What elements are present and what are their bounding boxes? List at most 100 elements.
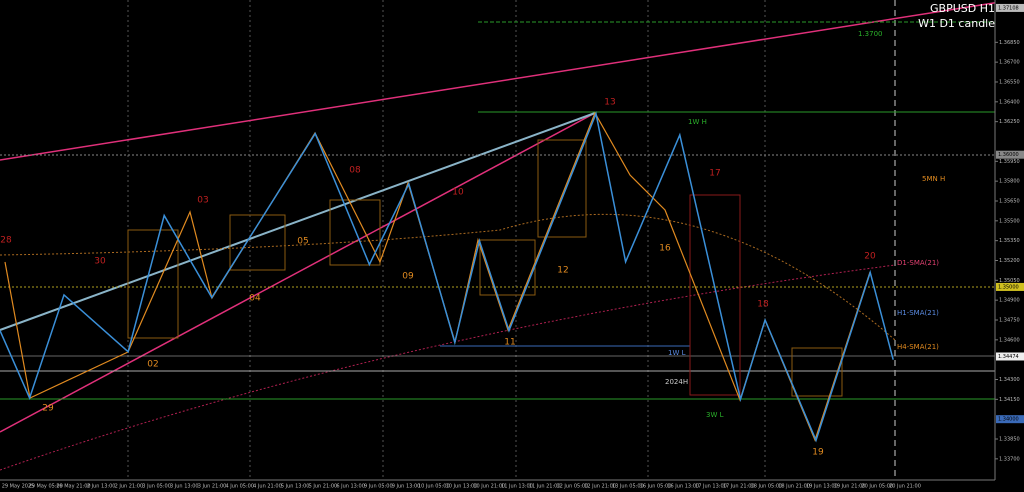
wave-label: 11: [504, 338, 515, 348]
x-tick-label: 19 Jun 13:00: [806, 484, 838, 490]
wave-label: 12: [557, 266, 568, 276]
wave-label: 10: [452, 188, 464, 198]
y-tick-label: 1.36700: [999, 60, 1020, 66]
price-box: [996, 282, 1024, 291]
level-label: 3W L: [706, 411, 724, 419]
x-tick-label: 10 Jun 21:00: [473, 484, 505, 490]
price-line: [0, 111, 894, 443]
wave-label: 17: [709, 169, 720, 179]
y-tick-label: 1.35200: [999, 258, 1020, 264]
sma-line: [0, 213, 896, 341]
y-tick-label: 1.34750: [999, 318, 1020, 324]
price-box-label: 1.37108: [998, 5, 1019, 11]
price-box: [996, 352, 1024, 361]
y-tick-label: 1.33850: [999, 437, 1020, 443]
x-tick-label: 20 Jun 21:00: [889, 484, 921, 490]
x-tick-label: 2 Jun 13:00: [87, 484, 116, 490]
wave-label: 30: [94, 257, 106, 267]
wave-label: 09: [402, 272, 414, 282]
level-label: 1.3700: [858, 30, 883, 38]
subtitle: W1 D1 candle: [918, 17, 995, 30]
wave-label: 16: [659, 244, 671, 254]
y-tick-label: 1.35050: [999, 278, 1020, 284]
wave-label: 20: [864, 252, 876, 262]
price-axis: [995, 0, 1024, 480]
range-boxes: [127, 139, 843, 397]
x-tick-label: 9 Jun 13:00: [392, 484, 421, 490]
x-tick-label: 10 Jun 13:00: [446, 484, 478, 490]
x-tick-label: 17 Jun 21:00: [723, 484, 755, 490]
y-tick-label: 1.34150: [999, 397, 1020, 403]
y-tick-label: 1.34600: [999, 337, 1020, 343]
wave-label: 13: [604, 98, 615, 108]
level-label: H4-SMA(21): [897, 343, 939, 351]
price-box: [996, 3, 1024, 12]
y-tick-label: 1.36550: [999, 79, 1020, 85]
price-box-label: 1.35000: [998, 284, 1019, 290]
x-tick-label: 4 Jun 21:00: [253, 484, 282, 490]
y-tick-label: 1.34900: [999, 298, 1020, 304]
x-tick-label: 4 Jun 05:00: [225, 484, 254, 490]
x-tick-label: 20 Jun 05:00: [861, 484, 893, 490]
symbol-title: GBPUSD H1: [930, 2, 995, 15]
x-tick-label: 3 Jun 21:00: [198, 484, 227, 490]
level-label: 2024H: [665, 378, 688, 386]
price-box: [996, 150, 1024, 159]
price-box-label: 1.34474: [998, 354, 1019, 360]
wave-label: 02: [147, 360, 158, 370]
trend-line: [0, 112, 596, 331]
price-box-label: 1.36000: [998, 152, 1019, 158]
x-tick-label: 19 Jun 21:00: [834, 484, 866, 490]
x-tick-label: 12 Jun 05:00: [556, 484, 588, 490]
level-label: 5MN H: [922, 175, 945, 183]
x-tick-label: 11 Jun 21:00: [529, 484, 561, 490]
y-tick-label: 1.33700: [999, 456, 1020, 462]
x-tick-label: 5 Jun 21:00: [309, 484, 338, 490]
wave-label: 05: [297, 237, 308, 247]
x-tick-label: 13 Jun 05:00: [612, 484, 644, 490]
wave-label: 08: [349, 166, 361, 176]
y-tick-label: 1.35800: [999, 179, 1020, 185]
level-label: D1-SMA(21): [897, 259, 939, 267]
y-tick-label: 1.35950: [999, 159, 1020, 165]
y-tick-label: 1.35350: [999, 238, 1020, 244]
wave-label: 29: [42, 404, 54, 414]
wave-label: 28: [0, 236, 12, 246]
x-tick-label: 6 Jun 13:00: [336, 484, 365, 490]
trend-line: [0, 112, 596, 433]
price-box-label: 1.34000: [998, 417, 1019, 423]
x-tick-label: 3 Jun 13:00: [170, 484, 199, 490]
x-tick-label: 29 May 21:00: [56, 484, 90, 490]
y-tick-label: 1.34300: [999, 377, 1020, 383]
x-tick-label: 9 Jun 05:00: [364, 484, 393, 490]
x-tick-label: 16 Jun 13:00: [667, 484, 699, 490]
y-tick-label: 1.36400: [999, 99, 1020, 105]
x-tick-label: 5 Jun 13:00: [281, 484, 310, 490]
y-tick-label: 1.35650: [999, 198, 1020, 204]
x-tick-label: 3 Jun 05:00: [142, 484, 171, 490]
x-tick-label: 18 Jun 05:00: [751, 484, 783, 490]
x-tick-label: 29 May 05:00: [29, 484, 63, 490]
wave-label: 03: [197, 196, 208, 206]
y-tick-label: 1.36850: [999, 40, 1020, 46]
x-tick-label: 10 Jun 05:00: [418, 484, 450, 490]
y-tick-label: 1.36250: [999, 119, 1020, 125]
x-tick-label: 17 Jun 13:00: [695, 484, 727, 490]
level-label: 1W H: [688, 118, 707, 126]
x-tick-label: 18 Jun 21:00: [778, 484, 810, 490]
y-tick-label: 1.35500: [999, 218, 1020, 224]
x-tick-label: 29 May 2025: [2, 484, 35, 490]
vertical-grid: [127, 0, 766, 480]
wave-label: 18: [757, 300, 769, 310]
wave-label: 04: [249, 294, 261, 304]
x-tick-label: 12 Jun 21:00: [584, 484, 616, 490]
x-tick-label: 2 Jun 21:00: [115, 484, 144, 490]
x-tick-label: 11 Jun 13:00: [501, 484, 533, 490]
x-tick-label: 16 Jun 05:00: [640, 484, 672, 490]
trend-line: [0, 1, 1001, 161]
sma-line: [0, 264, 896, 471]
level-label: H1-SMA(21): [897, 309, 939, 317]
level-label: 1W L: [668, 349, 686, 357]
